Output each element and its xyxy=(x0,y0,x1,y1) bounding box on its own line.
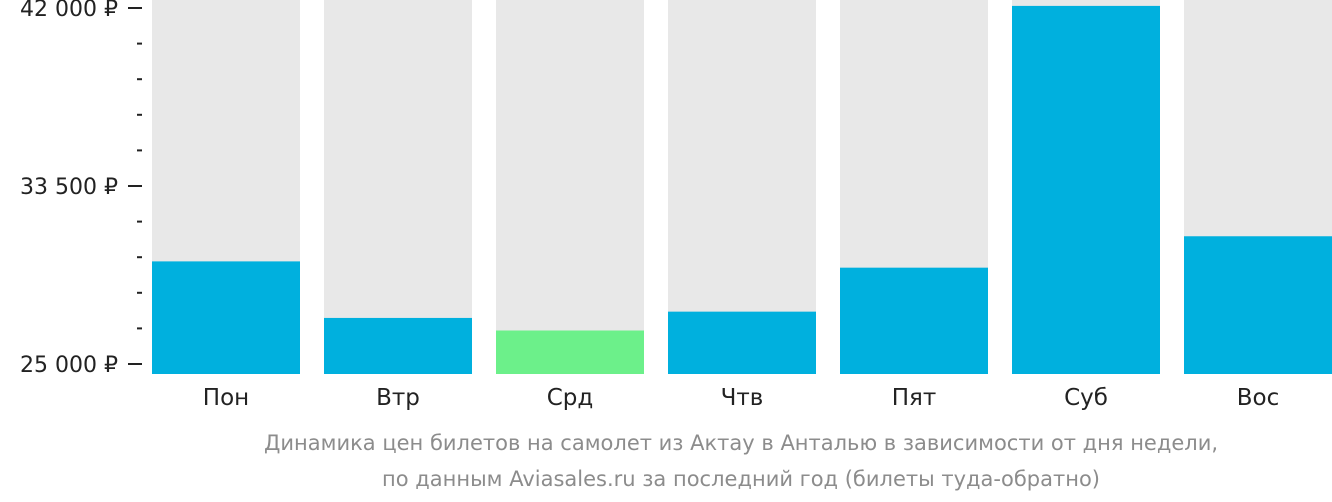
bar-6 xyxy=(1012,5,1160,374)
bar-5 xyxy=(840,267,988,374)
x-axis-labels: Пон Втр Срд Чтв Пят Суб Вос xyxy=(203,385,1279,411)
bar-1 xyxy=(152,261,300,374)
y-axis: 25 000 ₽ 33 500 ₽ 42 000 ₽ xyxy=(20,0,142,378)
bar-2 xyxy=(324,317,472,374)
chart-caption-line-1: Динамика цен билетов на самолет из Актау… xyxy=(263,431,1219,455)
bar-7 xyxy=(1184,236,1332,374)
bar-3 xyxy=(496,330,644,374)
x-tick-label: Срд xyxy=(547,385,594,411)
x-tick-label: Пон xyxy=(203,385,249,411)
x-tick-label: Втр xyxy=(376,385,420,411)
value-bars xyxy=(152,5,1332,374)
x-tick-label: Пят xyxy=(892,385,937,411)
x-tick-label: Чтв xyxy=(721,385,764,411)
y-tick-label: 42 000 ₽ xyxy=(20,0,118,22)
y-tick-label: 25 000 ₽ xyxy=(20,353,118,378)
bar-4 xyxy=(668,311,816,374)
background-bar-2 xyxy=(324,0,472,374)
x-tick-label: Вос xyxy=(1237,385,1280,411)
background-bar-3 xyxy=(496,0,644,374)
y-tick-label: 33 500 ₽ xyxy=(20,175,118,200)
chart-caption-line-2: по данным Aviasales.ru за последний год … xyxy=(382,467,1100,491)
x-tick-label: Суб xyxy=(1064,385,1108,411)
